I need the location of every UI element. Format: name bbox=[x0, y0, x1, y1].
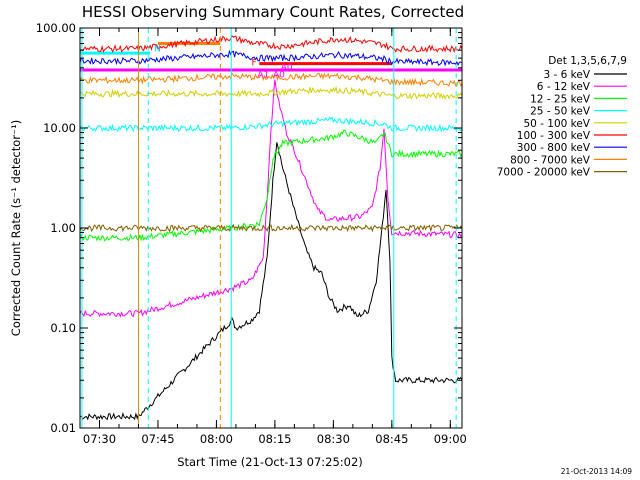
series-line bbox=[80, 116, 463, 133]
annotation: F bbox=[252, 59, 257, 69]
legend-entry-label: 300 - 800 keV bbox=[517, 142, 591, 154]
series-line bbox=[79, 79, 463, 318]
legend-entry-label: 25 - 50 keV bbox=[530, 106, 591, 118]
series-line bbox=[79, 72, 463, 88]
annotation: A1 bbox=[257, 70, 269, 80]
series-line bbox=[79, 223, 463, 233]
series-line bbox=[79, 129, 463, 242]
legend-entry-label: 12 - 25 keV bbox=[530, 93, 591, 105]
legend-title: Det 1,3,5,6,7,9 bbox=[548, 55, 627, 67]
chart-title: HESSI Observing Summary Count Rates, Cor… bbox=[82, 3, 464, 21]
y-axis-label: Corrected Count Rate (s⁻¹ detector⁻¹) bbox=[9, 120, 23, 336]
annotation: N bbox=[154, 45, 161, 55]
annotation: A0 bbox=[281, 63, 293, 73]
series-group bbox=[79, 35, 463, 421]
y-tick-label: 1.00 bbox=[50, 221, 76, 235]
legend-entry-label: 7000 - 20000 keV bbox=[497, 167, 591, 179]
x-tick-label: 08:00 bbox=[200, 432, 233, 446]
legend-entry-label: 100 - 300 keV bbox=[517, 130, 591, 142]
x-tick-label: 08:30 bbox=[317, 432, 350, 446]
annotation: A0 bbox=[273, 70, 285, 80]
x-tick-label: 07:45 bbox=[141, 432, 174, 446]
legend-entry-label: 3 - 6 keV bbox=[543, 69, 590, 81]
x-tick-label: 07:30 bbox=[83, 432, 116, 446]
series-line bbox=[79, 85, 463, 100]
y-tick-label: 0.01 bbox=[50, 421, 76, 435]
y-tick-label: 10.00 bbox=[43, 121, 76, 135]
series-line bbox=[79, 49, 463, 67]
timestamp: 21-Oct-2013 14:09 bbox=[561, 467, 632, 476]
legend-entry-label: 800 - 7000 keV bbox=[510, 154, 591, 166]
axes: 0.01 0.10 1.00 10.00 100.00 07:30 07:45 08:00 08… bbox=[36, 21, 467, 446]
x-axis-label: Start Time (21-Oct-13 07:25:02) bbox=[177, 455, 363, 469]
x-tick-label: 09:00 bbox=[434, 432, 467, 446]
y-tick-label: 0.10 bbox=[50, 321, 76, 335]
x-tick-label: 08:45 bbox=[375, 432, 408, 446]
x-tick-label: 08:15 bbox=[258, 432, 291, 446]
legend-entry-label: 6 - 12 keV bbox=[537, 81, 591, 93]
series-line bbox=[79, 142, 463, 421]
series-line bbox=[79, 35, 463, 54]
legend-entry-label: 50 - 100 keV bbox=[523, 118, 590, 130]
y-tick-label: 100.00 bbox=[36, 21, 76, 35]
